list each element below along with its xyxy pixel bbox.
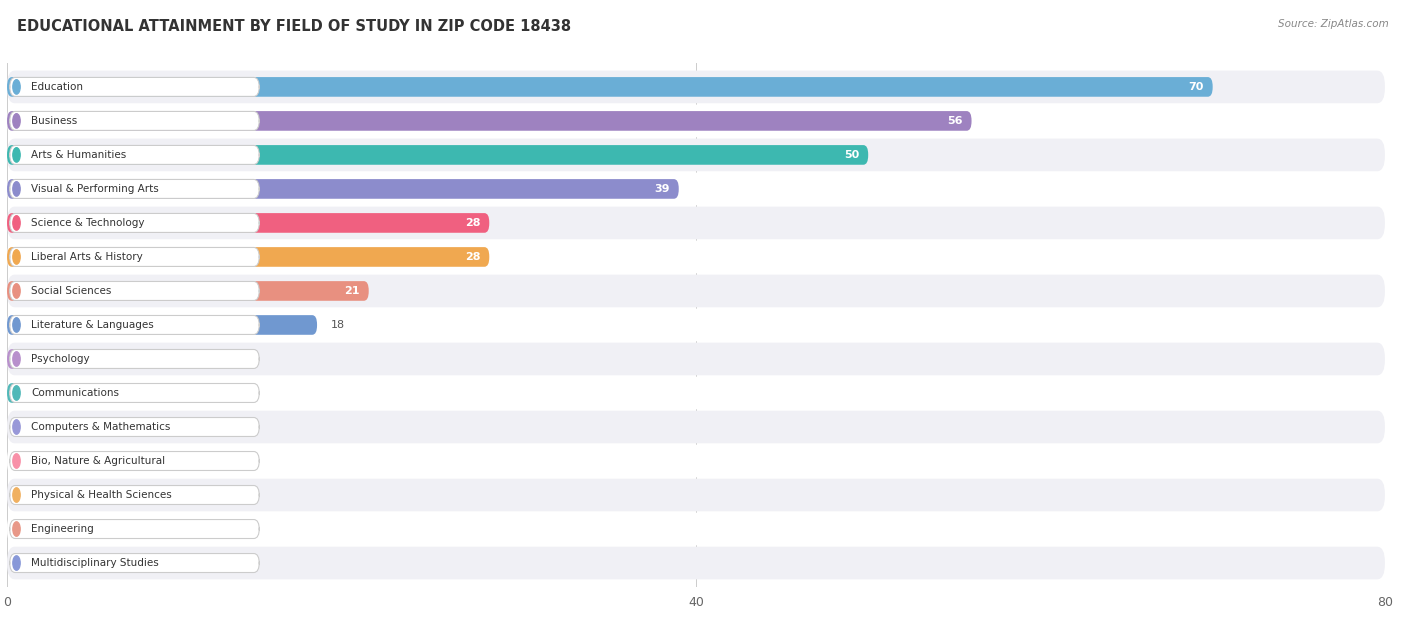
Text: Source: ZipAtlas.com: Source: ZipAtlas.com (1278, 19, 1389, 29)
Text: 56: 56 (948, 116, 963, 126)
FancyBboxPatch shape (10, 145, 259, 165)
FancyBboxPatch shape (10, 179, 259, 198)
FancyBboxPatch shape (7, 139, 1385, 171)
FancyBboxPatch shape (7, 281, 368, 301)
Text: 70: 70 (1188, 82, 1204, 92)
Text: Science & Technology: Science & Technology (31, 218, 145, 228)
FancyBboxPatch shape (10, 553, 259, 572)
FancyBboxPatch shape (7, 383, 197, 403)
FancyBboxPatch shape (10, 112, 259, 131)
Text: Liberal Arts & History: Liberal Arts & History (31, 252, 143, 262)
FancyBboxPatch shape (7, 111, 972, 131)
FancyBboxPatch shape (7, 349, 197, 369)
Text: 50: 50 (845, 150, 859, 160)
FancyBboxPatch shape (7, 513, 1385, 545)
Text: Visual & Performing Arts: Visual & Performing Arts (31, 184, 159, 194)
FancyBboxPatch shape (10, 519, 259, 538)
Text: 28: 28 (465, 252, 481, 262)
FancyBboxPatch shape (10, 213, 259, 232)
Text: EDUCATIONAL ATTAINMENT BY FIELD OF STUDY IN ZIP CODE 18438: EDUCATIONAL ATTAINMENT BY FIELD OF STUDY… (17, 19, 571, 34)
Circle shape (13, 386, 20, 400)
FancyBboxPatch shape (7, 309, 1385, 341)
Circle shape (13, 488, 20, 502)
Text: Social Sciences: Social Sciences (31, 286, 111, 296)
FancyBboxPatch shape (10, 452, 259, 471)
Circle shape (13, 556, 20, 570)
Text: 21: 21 (344, 286, 360, 296)
Circle shape (13, 182, 20, 196)
Text: Computers & Mathematics: Computers & Mathematics (31, 422, 170, 432)
FancyBboxPatch shape (7, 105, 1385, 137)
FancyBboxPatch shape (7, 343, 1385, 375)
Circle shape (13, 284, 20, 298)
Circle shape (13, 351, 20, 366)
FancyBboxPatch shape (10, 384, 259, 403)
Circle shape (13, 454, 20, 468)
FancyBboxPatch shape (7, 240, 1385, 273)
Circle shape (13, 80, 20, 94)
Text: Physical & Health Sciences: Physical & Health Sciences (31, 490, 172, 500)
Text: Education: Education (31, 82, 83, 92)
Text: 0: 0 (28, 558, 35, 568)
Text: 0: 0 (28, 422, 35, 432)
FancyBboxPatch shape (7, 445, 1385, 477)
FancyBboxPatch shape (7, 315, 318, 335)
Circle shape (13, 250, 20, 264)
Text: Communications: Communications (31, 388, 120, 398)
Text: Multidisciplinary Studies: Multidisciplinary Studies (31, 558, 159, 568)
FancyBboxPatch shape (7, 77, 1212, 97)
Text: Business: Business (31, 116, 77, 126)
FancyBboxPatch shape (10, 485, 259, 505)
FancyBboxPatch shape (7, 247, 489, 267)
Text: 0: 0 (28, 456, 35, 466)
Circle shape (13, 114, 20, 128)
FancyBboxPatch shape (10, 247, 259, 266)
Text: 28: 28 (465, 218, 481, 228)
FancyBboxPatch shape (10, 316, 259, 334)
FancyBboxPatch shape (10, 350, 259, 369)
Text: 0: 0 (28, 524, 35, 534)
FancyBboxPatch shape (10, 78, 259, 97)
Circle shape (13, 148, 20, 162)
FancyBboxPatch shape (7, 274, 1385, 307)
Text: Bio, Nature & Agricultural: Bio, Nature & Agricultural (31, 456, 166, 466)
FancyBboxPatch shape (7, 71, 1385, 103)
FancyBboxPatch shape (7, 179, 679, 199)
Circle shape (13, 216, 20, 230)
Circle shape (13, 318, 20, 332)
Text: 0: 0 (28, 490, 35, 500)
Text: 39: 39 (655, 184, 671, 194)
Circle shape (13, 420, 20, 434)
FancyBboxPatch shape (7, 173, 1385, 205)
Text: Literature & Languages: Literature & Languages (31, 320, 153, 330)
Text: Psychology: Psychology (31, 354, 90, 364)
FancyBboxPatch shape (10, 281, 259, 300)
FancyBboxPatch shape (7, 479, 1385, 511)
Text: 18: 18 (330, 320, 344, 330)
FancyBboxPatch shape (7, 213, 489, 233)
Text: Engineering: Engineering (31, 524, 94, 534)
Text: 11: 11 (211, 388, 225, 398)
FancyBboxPatch shape (10, 418, 259, 437)
FancyBboxPatch shape (7, 206, 1385, 239)
FancyBboxPatch shape (7, 377, 1385, 410)
Circle shape (13, 522, 20, 536)
Text: Arts & Humanities: Arts & Humanities (31, 150, 127, 160)
FancyBboxPatch shape (7, 546, 1385, 579)
Text: 11: 11 (211, 354, 225, 364)
FancyBboxPatch shape (7, 411, 1385, 444)
FancyBboxPatch shape (7, 145, 869, 165)
